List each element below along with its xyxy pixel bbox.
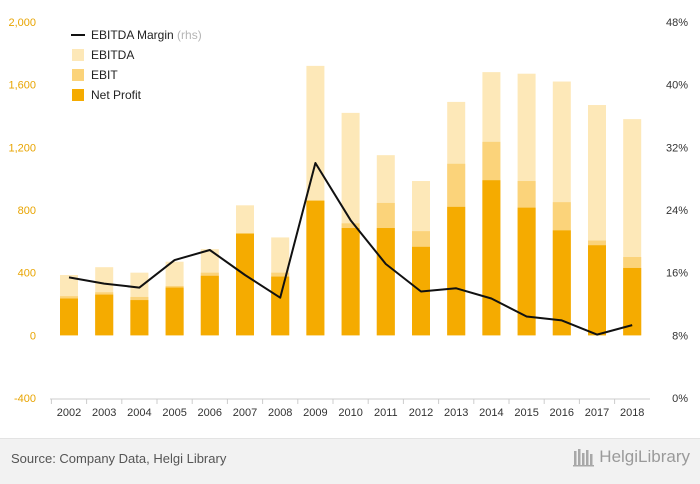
line-layer	[68, 162, 633, 336]
source-note: Source: Company Data, Helgi Library	[11, 451, 227, 466]
right-axis-tick-label: 16%	[666, 268, 688, 280]
brand: HelgiLibrary	[573, 447, 690, 467]
net-profit-bar	[341, 228, 360, 336]
legend-item-net-profit: Net Profit	[72, 88, 142, 102]
net-profit-bar	[236, 233, 254, 336]
legend-item-ebitda: EBITDA	[72, 48, 134, 62]
x-axis-tick-label: 2011	[374, 407, 398, 419]
right-axis-tick-label: 8%	[672, 330, 688, 342]
legend-label: EBITDA	[91, 48, 134, 62]
right-axis-tick-label: 40%	[666, 80, 688, 92]
x-axis-tick-label: 2016	[550, 407, 574, 419]
right-axis-tick-label: 24%	[666, 205, 688, 217]
x-axis-tick-label: 2002	[57, 407, 81, 419]
net-profit-bar	[517, 207, 536, 336]
right-axis-tick-label: 32%	[666, 142, 688, 154]
legend: EBITDA Margin (rhs) EBITDA EBIT Net Profit	[71, 28, 202, 102]
x-axis-tick-label: 2006	[198, 407, 222, 419]
x-axis-tick-label: 2009	[303, 407, 327, 419]
chart-canvas: 2,000 1,600 1,200 800 400 0 -400 48% 40% 32% 24% 1…	[8, 17, 688, 419]
net-profit-bar	[447, 206, 466, 336]
left-axis: 2,000 1,600 1,200 800 400 0 -400	[8, 17, 36, 405]
left-axis-tick-label: 1,200	[8, 142, 36, 154]
net-profit-bar	[271, 276, 290, 336]
right-axis-tick-label: 0%	[672, 393, 688, 405]
net-profit-bar	[200, 275, 219, 336]
net-profit-bar	[623, 267, 642, 336]
x-axis-tick-label: 2010	[338, 407, 362, 419]
left-axis-tick-label: 800	[18, 205, 36, 217]
x-axis-tick-label: 2004	[127, 407, 151, 419]
x-axis-tick-label: 2012	[409, 407, 433, 419]
library-logo-icon	[573, 449, 595, 467]
net-profit-bar	[376, 228, 395, 336]
right-axis-tick-label: 48%	[666, 17, 688, 29]
left-axis-tick-label: 1,600	[8, 80, 36, 92]
left-axis-tick-label: -400	[14, 393, 36, 405]
legend-item-ebit: EBIT	[72, 68, 118, 82]
x-axis-tick-label: 2003	[92, 407, 116, 419]
x-axis-tick-label: 2015	[514, 407, 538, 419]
legend-swatch	[72, 49, 84, 61]
net-profit-bar	[130, 300, 149, 336]
x-axis-tick-label: 2007	[233, 407, 257, 419]
left-axis-tick-label: 0	[30, 330, 36, 342]
x-axis: 2002 2003 2004 2005 2006 2007 2008 2009 2010 2011…	[50, 398, 650, 419]
x-axis-tick-label: 2008	[268, 407, 292, 419]
legend-swatch	[72, 89, 84, 101]
footer: Source: Company Data, Helgi Library Helg…	[0, 438, 700, 484]
net-profit-bar	[95, 294, 114, 336]
x-axis-tick-label: 2014	[479, 407, 503, 419]
x-axis-tick-label: 2017	[585, 407, 609, 419]
net-profit-bar	[306, 200, 325, 336]
net-profit-bar	[60, 298, 78, 336]
left-axis-tick-label: 2,000	[8, 17, 36, 29]
ebitda-margin-line	[68, 162, 633, 336]
right-axis: 48% 40% 32% 24% 16% 8% 0%	[666, 17, 688, 405]
net-profit-bar	[482, 180, 501, 336]
left-axis-tick-label: 400	[18, 268, 36, 280]
bars-layer	[60, 65, 642, 336]
x-axis-tick-label: 2013	[444, 407, 468, 419]
legend-note: (rhs)	[174, 28, 202, 42]
legend-label: EBIT	[91, 68, 118, 82]
net-profit-bar	[588, 245, 606, 336]
legend-label: Net Profit	[91, 88, 142, 102]
brand-name: HelgiLibrary	[599, 447, 690, 466]
legend-label: EBITDA Margin (rhs)	[91, 28, 202, 42]
x-axis-tick-label: 2005	[162, 407, 186, 419]
legend-swatch	[72, 69, 84, 81]
net-profit-bar	[552, 230, 571, 336]
legend-item-ebitda-margin: EBITDA Margin (rhs)	[71, 28, 202, 42]
net-profit-bar	[165, 287, 184, 336]
x-axis-tick-label: 2018	[620, 407, 644, 419]
